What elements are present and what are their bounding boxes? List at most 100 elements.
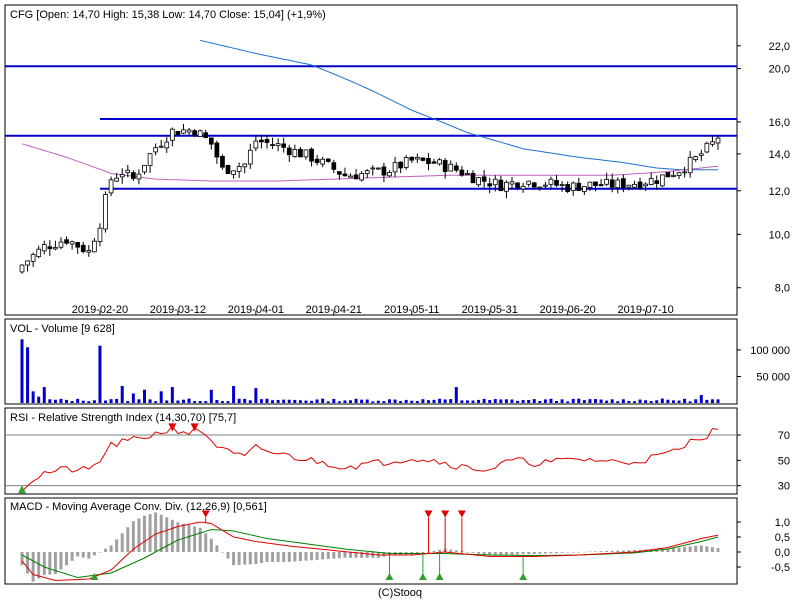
candle-body: [710, 141, 715, 145]
macd-up-marker: [385, 573, 394, 580]
macd-histogram-bar: [176, 522, 180, 552]
sma-long-line: [200, 39, 718, 171]
candle-body: [242, 163, 248, 168]
macd-histogram-bar: [477, 552, 481, 554]
candle-body: [131, 172, 136, 179]
volume-bar: [271, 400, 275, 403]
candle-body: [632, 183, 637, 188]
macd-histogram-bar: [582, 551, 586, 553]
macd-histogram-bar: [716, 548, 720, 552]
volume-bar: [683, 398, 687, 403]
volume-bar: [120, 386, 124, 403]
volume-bar: [81, 400, 85, 403]
rsi-panel-title: RSI - Relative Strength Index (14,30,70)…: [10, 412, 236, 424]
volume-bar: [31, 391, 35, 403]
macd-histogram-bar: [449, 549, 453, 552]
macd-histogram-bar: [220, 552, 224, 553]
candle-body: [370, 167, 376, 170]
candle-body: [181, 129, 186, 134]
volume-bar: [616, 401, 620, 403]
macd-histogram-bar: [666, 548, 670, 552]
macd-up-marker: [435, 573, 444, 580]
volume-bar: [449, 399, 453, 403]
macd-histogram-bar: [499, 552, 503, 555]
volume-bar: [310, 400, 314, 403]
candle-body: [431, 161, 437, 164]
candle-body: [715, 137, 721, 144]
volume-bar: [170, 387, 174, 403]
price-y-axis: 8,0 10,0 12,0 14,0 16,0 20,0 22,0: [737, 41, 790, 295]
volume-y-tick: 100 000: [750, 345, 790, 357]
candle-body: [376, 167, 381, 170]
volume-bar: [293, 399, 297, 403]
macd-histogram-bar: [705, 546, 709, 552]
macd-histogram-bar: [365, 552, 369, 558]
candle-body: [158, 145, 164, 148]
candle-body: [331, 162, 337, 170]
macd-histogram-bar: [20, 552, 24, 566]
macd-histogram-bar: [660, 548, 664, 552]
volume-bar: [326, 401, 330, 403]
macd-y-tick: -0,5: [771, 562, 790, 574]
candle-body: [609, 179, 615, 188]
rsi-y-tick: 30: [778, 481, 790, 493]
candle-body: [186, 129, 192, 133]
volume-panel-title: VOL - Volume [9 628]: [10, 323, 115, 335]
candle-body: [30, 254, 36, 262]
macd-histogram-bar: [198, 527, 202, 552]
candle-body: [86, 250, 92, 253]
volume-bar: [465, 400, 469, 403]
candle-body: [704, 142, 710, 153]
volume-bar: [560, 399, 564, 403]
volume-bar: [53, 399, 57, 403]
macd-histogram-bar: [588, 551, 592, 553]
macd-histogram-bar: [493, 552, 497, 556]
volume-bar: [126, 401, 130, 403]
macd-histogram-bar: [343, 552, 347, 558]
date-tick-label: 2019-04-21: [306, 304, 362, 316]
date-axis: 2019-02-20 2019-03-12 2019-04-01 2019-04-21…: [72, 304, 674, 316]
candle-body: [303, 149, 309, 158]
candle-body: [136, 173, 142, 180]
volume-bar: [98, 345, 102, 403]
volume-bar: [148, 399, 152, 403]
price-candles: [19, 123, 721, 274]
volume-bar: [621, 399, 625, 403]
volume-bar: [655, 400, 659, 403]
candle-body: [487, 183, 493, 187]
volume-bar: [454, 387, 458, 403]
macd-histogram-bar: [532, 552, 536, 554]
macd-histogram-bar: [76, 552, 80, 557]
candle-body: [236, 166, 242, 172]
volume-bar: [426, 400, 430, 403]
macd-histogram-bar: [454, 550, 458, 552]
volume-bar: [315, 399, 319, 403]
macd-y-tick: 1,0: [775, 517, 790, 529]
macd-histogram-bar: [510, 552, 514, 555]
candle-body: [36, 248, 42, 257]
candle-body: [515, 182, 520, 189]
candle-body: [481, 176, 487, 182]
macd-histogram-bar: [616, 550, 620, 552]
candle-body: [220, 155, 225, 168]
volume-bar: [92, 400, 96, 403]
volume-bar: [159, 391, 163, 403]
volume-bar: [627, 401, 631, 403]
volume-bar: [610, 399, 614, 403]
macd-histogram-bar: [421, 552, 425, 554]
candle-body: [359, 173, 364, 181]
volume-bar: [65, 399, 69, 403]
volume-bar: [660, 398, 664, 403]
candle-body: [298, 148, 303, 158]
macd-histogram-bar: [226, 552, 230, 559]
macd-histogram-bar: [59, 552, 63, 570]
macd-histogram-bar: [31, 552, 35, 582]
candle-body: [142, 164, 147, 173]
candle-body: [58, 241, 64, 248]
candle-body: [565, 184, 571, 192]
volume-bar: [527, 399, 531, 403]
volume-bar: [154, 401, 158, 403]
volume-bar: [70, 401, 74, 403]
candle-body: [698, 153, 704, 156]
volume-bar: [215, 400, 219, 403]
